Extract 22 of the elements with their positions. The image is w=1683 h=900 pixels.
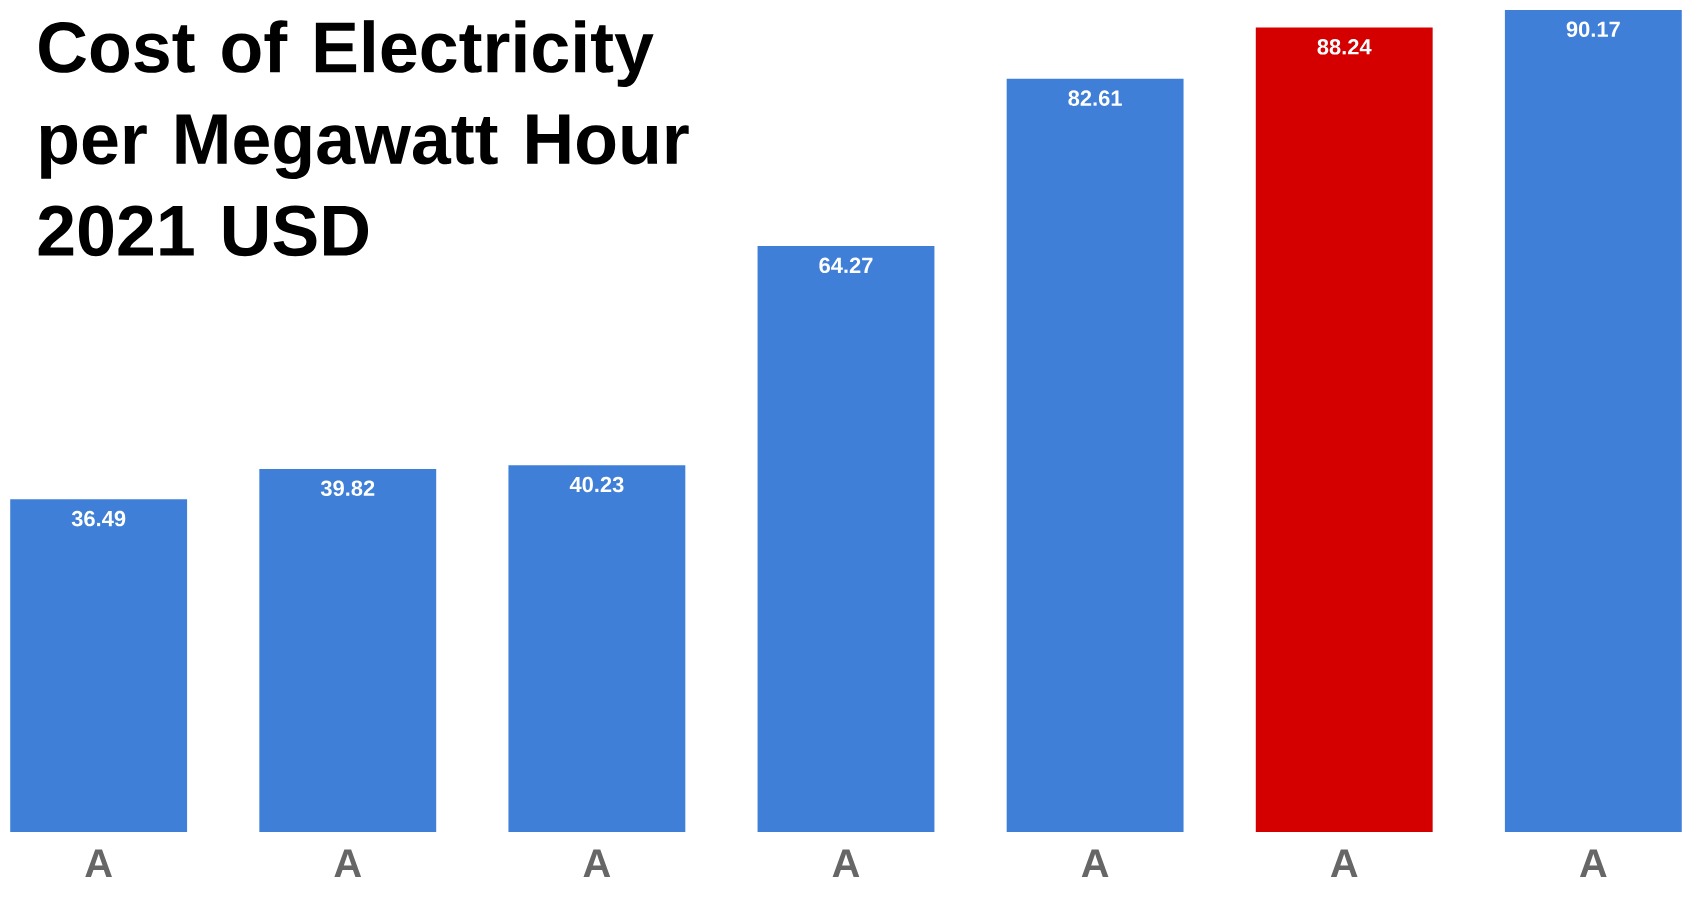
- data-label: 39.82: [320, 480, 375, 497]
- data-label: 82.61: [1068, 90, 1122, 106]
- bar: [1504, 9, 1682, 832]
- x-tick-label: A: [1330, 849, 1358, 877]
- x-tick-label: A: [832, 849, 860, 877]
- bar: [1255, 27, 1433, 832]
- bar: [10, 499, 188, 832]
- x-tick-label: A: [85, 849, 112, 877]
- data-label: 36.49: [71, 510, 126, 527]
- data-label: 40.23: [569, 476, 624, 493]
- x-tick-label: A: [1579, 849, 1607, 877]
- x-tick-label: A: [583, 849, 611, 877]
- bar: [259, 468, 437, 832]
- data-label: 64.27: [819, 257, 873, 274]
- bar: [757, 246, 935, 832]
- bar: [508, 465, 686, 832]
- bar: [1006, 78, 1184, 832]
- data-label: 88.24: [1317, 39, 1372, 55]
- data-label: 90.17: [1566, 21, 1620, 37]
- x-tick-label: A: [334, 849, 362, 877]
- text: Cost of Electricity per Megawatt Hour 2021 USD: [38, 20, 689, 257]
- x-tick-label: A: [1081, 849, 1109, 877]
